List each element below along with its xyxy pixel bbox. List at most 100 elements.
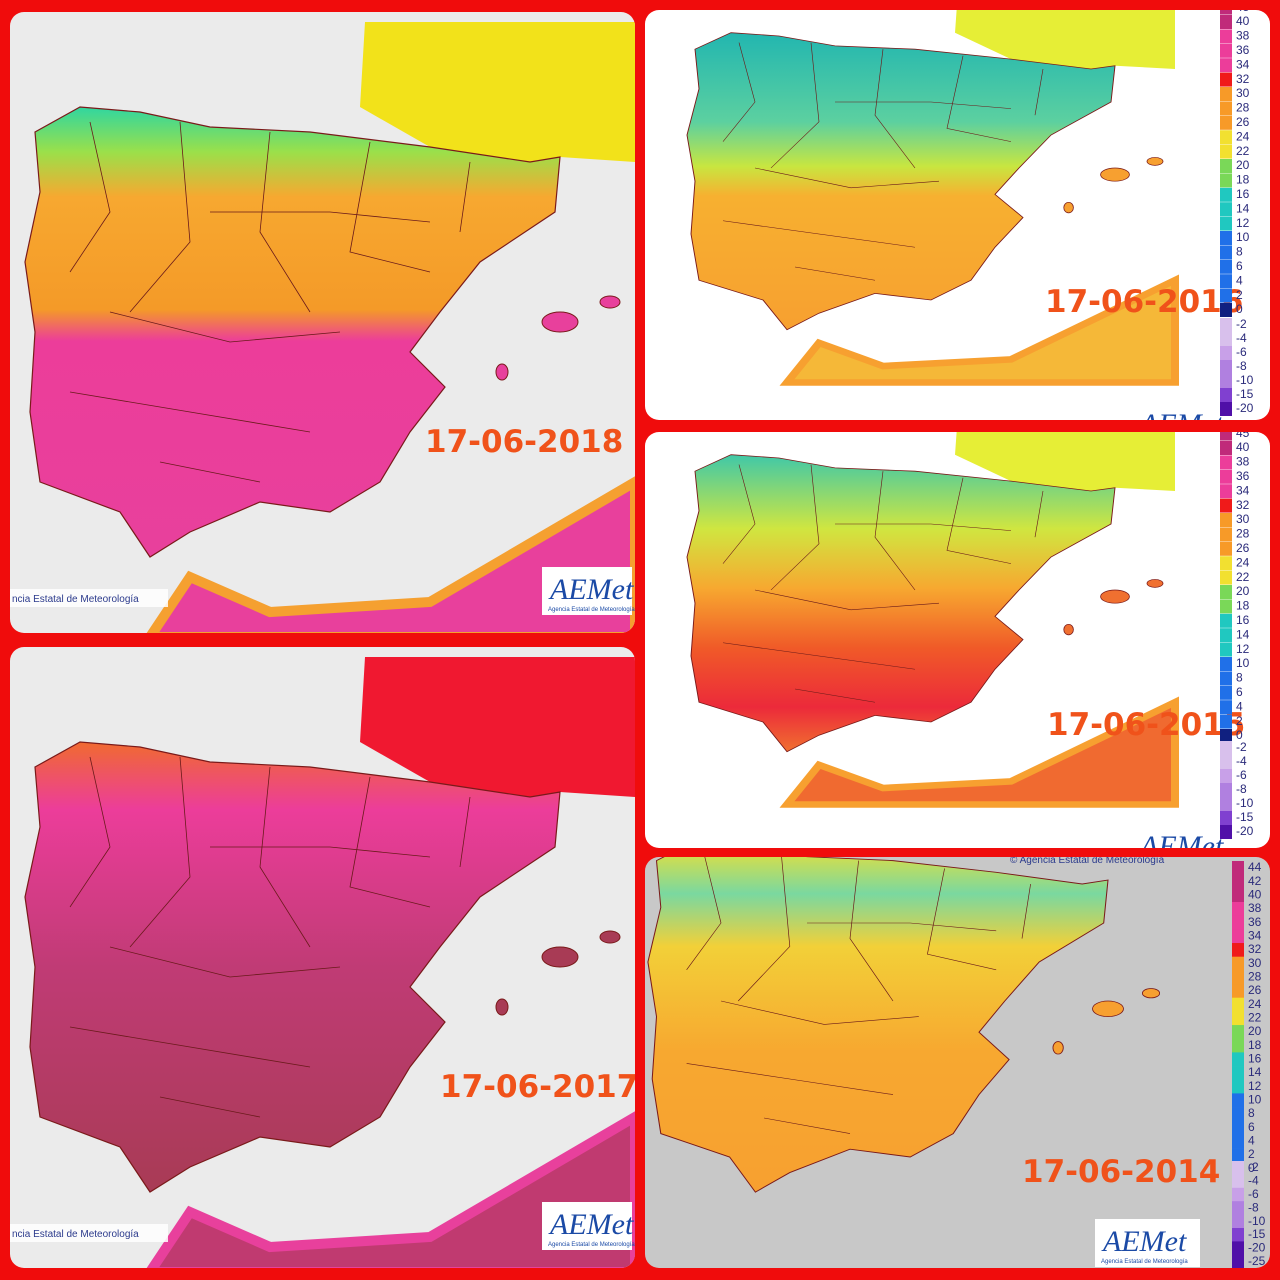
- legend-swatch: [1220, 432, 1232, 441]
- legend-swatch: [1232, 1093, 1244, 1108]
- legend-label: -4: [1248, 1174, 1259, 1188]
- legend-label: 30: [1236, 86, 1250, 100]
- legend-swatch: [1220, 274, 1232, 289]
- legend-swatch: [1220, 570, 1232, 585]
- legend-label: 10: [1236, 230, 1250, 244]
- legend-swatch: [1220, 10, 1232, 15]
- legend-label: 16: [1248, 1052, 1262, 1066]
- legend-swatch: [1232, 1228, 1244, 1242]
- legend-swatch: [1220, 402, 1232, 416]
- date-label: 17-06-2017: [440, 1069, 638, 1105]
- legend-label: 8: [1236, 671, 1243, 685]
- province-borders: [69, 121, 471, 483]
- legend-label: -15: [1236, 810, 1254, 824]
- legend-swatch: [1232, 1148, 1244, 1163]
- legend-swatch: [1232, 1201, 1244, 1216]
- legend-label: 6: [1236, 685, 1243, 699]
- legend-swatch: [1220, 628, 1232, 643]
- legend-label: 34: [1236, 57, 1250, 71]
- legend-swatch: [1220, 187, 1232, 202]
- legend-swatch: [1220, 613, 1232, 628]
- logo-box: [542, 1202, 632, 1250]
- legend-label: -15: [1248, 1227, 1266, 1241]
- legend-label: 18: [1236, 173, 1250, 187]
- legend-swatch: [1220, 642, 1232, 657]
- credit-box: [10, 589, 168, 607]
- legend-swatch: [1232, 1079, 1244, 1094]
- island: [495, 363, 509, 381]
- legend-label: 44: [1248, 860, 1262, 874]
- legend-label: 0: [1236, 302, 1243, 316]
- legend-swatch: [1220, 87, 1232, 101]
- map-panel: 17-06-2014 © Agencia Estatal de Meteorolo…: [645, 857, 1270, 1268]
- legend-swatch: [1232, 956, 1244, 971]
- legend-label: 45: [1236, 426, 1250, 440]
- legend-label: 18: [1248, 1038, 1262, 1052]
- legend-swatch: [1220, 159, 1232, 173]
- island: [1100, 167, 1130, 182]
- legend-label: 40: [1236, 440, 1250, 454]
- legend-label: 32: [1236, 498, 1250, 512]
- credit: ncia Estatal de Meteorología: [12, 594, 139, 605]
- island: [599, 295, 621, 309]
- legend-label: 36: [1248, 915, 1262, 929]
- legend-swatch: [1220, 360, 1232, 374]
- legend-label: 34: [1248, 929, 1262, 943]
- legend-swatch: [1232, 915, 1244, 930]
- logo: AEMet: [548, 573, 634, 606]
- legend-swatch: [1220, 29, 1232, 44]
- france: [955, 10, 1176, 70]
- legend-swatch: [1220, 498, 1232, 513]
- legend-swatch: [1220, 441, 1232, 455]
- legend-label: -2: [1236, 317, 1247, 331]
- legend-label: 20: [1236, 584, 1250, 598]
- legend-label: 2: [1236, 288, 1243, 302]
- legend-swatch: [1220, 755, 1232, 769]
- legend-label: 38: [1236, 29, 1250, 43]
- legend-label: -2: [1236, 740, 1247, 754]
- legend-label: 24: [1248, 997, 1262, 1011]
- legend-label: -6: [1236, 768, 1247, 782]
- legend-swatch: [1220, 216, 1232, 231]
- iberia: [686, 32, 1116, 331]
- legend-swatch: [1220, 130, 1232, 145]
- legend-label: 12: [1236, 642, 1250, 656]
- map: [647, 857, 1161, 1193]
- legend-label: -6: [1236, 345, 1247, 359]
- legend-label: 16: [1236, 613, 1250, 627]
- logo-subtitle: Agencia Estatal de Meteorología: [1101, 1259, 1188, 1265]
- island: [495, 998, 509, 1016]
- island: [1146, 157, 1164, 166]
- map: [24, 657, 635, 1268]
- map-panel: 17-06-2018 ncia Estatal de Meteorología AE…: [10, 12, 635, 633]
- legend-label: 22: [1236, 570, 1250, 584]
- legend-swatch: [1232, 888, 1244, 903]
- iberia: [686, 454, 1116, 753]
- logo-subtitle: Agencia Estatal de Meteorología: [548, 607, 635, 613]
- map: [686, 432, 1180, 808]
- legend-swatch: [1232, 1134, 1244, 1149]
- legend-swatch: [1220, 173, 1232, 188]
- legend-swatch: [1232, 970, 1244, 985]
- legend-label: 8: [1248, 1106, 1255, 1120]
- legend-swatch: [1232, 1066, 1244, 1081]
- legend-label: 4: [1236, 699, 1243, 713]
- island: [1092, 1000, 1124, 1017]
- legend-swatch: [1232, 1214, 1244, 1229]
- legend-swatch: [1220, 231, 1232, 245]
- legend-swatch: [1220, 741, 1232, 755]
- legend-label: 36: [1236, 469, 1250, 483]
- legend-swatch: [1220, 700, 1232, 715]
- legend-swatch: [1232, 1120, 1244, 1135]
- legend-label: 32: [1236, 72, 1250, 86]
- island: [1141, 988, 1161, 999]
- legend-label: -20: [1236, 401, 1254, 415]
- legend-label: 42: [1248, 874, 1262, 888]
- date-label: 17-06-2018: [425, 424, 623, 460]
- logo-box: [1132, 824, 1222, 848]
- legend-swatch: [1232, 861, 1244, 875]
- legend-label: 2: [1236, 714, 1243, 728]
- legend-label: -10: [1248, 1214, 1266, 1228]
- legend-label: 28: [1236, 101, 1250, 115]
- legend-swatch: [1232, 1025, 1244, 1040]
